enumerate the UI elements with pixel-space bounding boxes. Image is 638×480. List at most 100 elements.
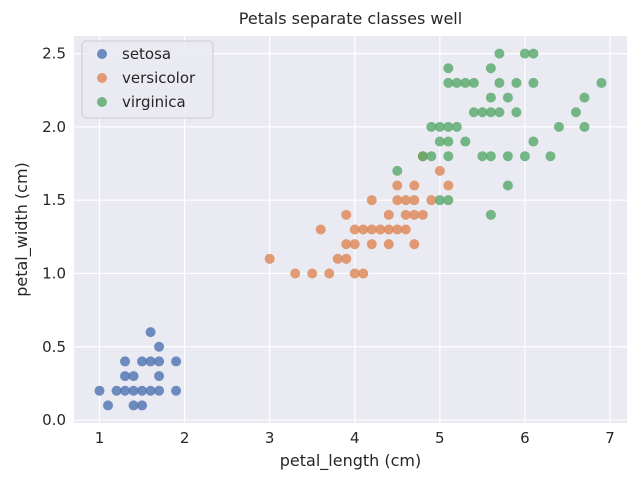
data-point-versicolor [264, 253, 275, 264]
data-point-virginica [477, 107, 488, 118]
legend-label-virginica: virginica [122, 93, 186, 111]
data-point-setosa [94, 385, 105, 396]
data-point-setosa [128, 400, 139, 411]
chart-title: Petals separate classes well [239, 9, 462, 28]
data-point-versicolor [358, 268, 369, 279]
x-tick-label: 4 [350, 429, 360, 447]
y-tick-label: 0.0 [42, 411, 66, 429]
tick-labels: 1 2 3 4 5 6 7 0.0 0.5 1.0 1.5 2.0 2.5 [42, 45, 615, 447]
data-point-virginica [528, 136, 539, 147]
y-tick-label: 2.5 [42, 45, 66, 63]
data-point-setosa [154, 356, 165, 367]
data-point-virginica [485, 209, 496, 220]
data-point-versicolor [383, 209, 394, 220]
data-point-virginica [443, 195, 454, 206]
data-point-versicolor [400, 224, 411, 235]
data-point-versicolor [392, 195, 403, 206]
y-tick-label: 1.0 [42, 264, 66, 282]
data-point-setosa [111, 385, 122, 396]
data-point-versicolor [400, 195, 411, 206]
data-point-virginica [502, 151, 513, 162]
data-point-virginica [434, 136, 445, 147]
data-point-versicolor [443, 180, 454, 191]
data-point-virginica [443, 63, 454, 74]
data-point-virginica [443, 151, 454, 162]
data-point-virginica [511, 107, 522, 118]
data-point-versicolor [349, 239, 360, 250]
data-point-setosa [154, 371, 165, 382]
data-point-setosa [120, 385, 131, 396]
data-point-virginica [579, 92, 590, 103]
data-point-virginica [468, 107, 479, 118]
data-point-virginica [451, 77, 462, 88]
x-tick-label: 1 [95, 429, 105, 447]
legend-marker-virginica [97, 97, 107, 107]
data-point-setosa [145, 356, 156, 367]
y-tick-label: 1.5 [42, 191, 66, 209]
data-point-versicolor [409, 195, 420, 206]
data-point-virginica [443, 77, 454, 88]
data-points [94, 48, 607, 411]
data-point-versicolor [341, 209, 352, 220]
data-point-versicolor [332, 253, 343, 264]
data-point-virginica [460, 136, 471, 147]
data-point-virginica [570, 107, 581, 118]
data-point-virginica [426, 151, 437, 162]
data-point-versicolor [349, 268, 360, 279]
data-point-versicolor [383, 239, 394, 250]
data-point-virginica [485, 151, 496, 162]
data-point-setosa [137, 385, 148, 396]
data-point-virginica [545, 151, 556, 162]
data-point-virginica [434, 121, 445, 132]
data-point-versicolor [392, 180, 403, 191]
data-point-virginica [460, 77, 471, 88]
y-tick-label: 2.0 [42, 118, 66, 136]
data-point-virginica [477, 151, 488, 162]
data-point-versicolor [375, 224, 386, 235]
data-point-virginica [485, 63, 496, 74]
legend-marker-versicolor [97, 73, 107, 83]
data-point-virginica [494, 77, 505, 88]
data-point-versicolor [409, 239, 420, 250]
data-point-virginica [443, 121, 454, 132]
data-point-virginica [502, 92, 513, 103]
data-point-virginica [426, 121, 437, 132]
data-point-versicolor [315, 224, 326, 235]
data-point-virginica [528, 77, 539, 88]
data-point-setosa [137, 356, 148, 367]
data-point-versicolor [366, 195, 377, 206]
data-point-versicolor [341, 253, 352, 264]
data-point-virginica [494, 48, 505, 59]
x-tick-label: 3 [265, 429, 275, 447]
data-point-virginica [553, 121, 564, 132]
data-point-setosa [128, 371, 139, 382]
data-point-setosa [171, 385, 182, 396]
y-tick-label: 0.5 [42, 338, 66, 356]
data-point-setosa [103, 400, 114, 411]
data-point-versicolor [324, 268, 335, 279]
data-point-setosa [137, 400, 148, 411]
x-axis-title: petal_length (cm) [280, 451, 421, 471]
data-point-versicolor [366, 239, 377, 250]
data-point-virginica [494, 107, 505, 118]
data-point-virginica [579, 121, 590, 132]
data-point-virginica [596, 77, 607, 88]
data-point-setosa [145, 385, 156, 396]
data-point-setosa [154, 341, 165, 352]
data-point-versicolor [409, 180, 420, 191]
data-point-virginica [511, 77, 522, 88]
data-point-versicolor [426, 195, 437, 206]
data-point-versicolor [341, 239, 352, 250]
data-point-versicolor [409, 209, 420, 220]
legend-label-setosa: setosa [122, 45, 171, 63]
data-point-setosa [128, 385, 139, 396]
data-point-virginica [451, 121, 462, 132]
data-point-virginica [485, 92, 496, 103]
data-point-versicolor [383, 224, 394, 235]
data-point-setosa [120, 371, 131, 382]
x-tick-label: 5 [435, 429, 445, 447]
data-point-virginica [519, 48, 530, 59]
legend-box [81, 40, 214, 119]
data-point-setosa [145, 327, 156, 338]
